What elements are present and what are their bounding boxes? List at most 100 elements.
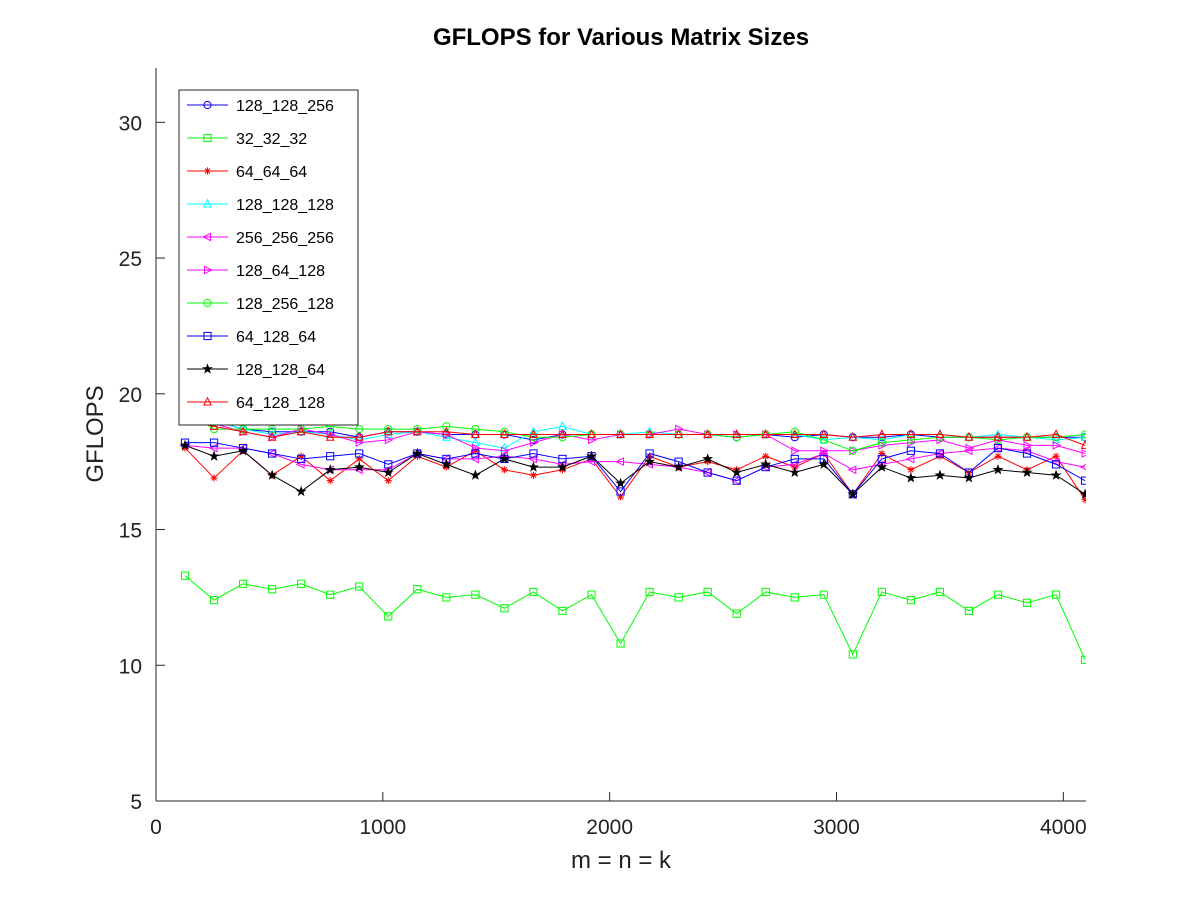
data-point bbox=[210, 474, 218, 482]
data-point bbox=[790, 454, 799, 464]
data-point bbox=[382, 466, 394, 478]
data-point bbox=[703, 429, 713, 438]
data-point bbox=[1051, 429, 1061, 438]
data-point bbox=[558, 429, 567, 438]
data-point bbox=[469, 469, 481, 480]
data-point bbox=[1081, 496, 1086, 504]
data-point bbox=[471, 447, 479, 455]
data-point bbox=[877, 587, 886, 597]
data-point bbox=[529, 429, 538, 438]
x-tick-label: 2000 bbox=[586, 816, 633, 839]
x-tick-label: 1000 bbox=[359, 816, 406, 839]
legend-label: 64_64_64 bbox=[236, 164, 307, 181]
data-point bbox=[1021, 446, 1031, 456]
data-point bbox=[645, 587, 654, 597]
data-point bbox=[1023, 440, 1033, 450]
legend-marker bbox=[203, 100, 212, 110]
chart-title: GFLOPS for Various Matrix Sizes bbox=[433, 24, 809, 51]
legend-marker bbox=[203, 133, 212, 143]
data-point bbox=[674, 429, 684, 438]
data-point bbox=[616, 487, 625, 496]
legend-item: 64_64_64 bbox=[187, 164, 307, 181]
data-point bbox=[935, 587, 945, 597]
legend-marker bbox=[202, 232, 211, 242]
data-point bbox=[674, 593, 683, 602]
ticks: 0 1000 2000 3000 4000 5 10 15 20 25 30 bbox=[119, 112, 1087, 839]
data-point bbox=[964, 431, 974, 441]
data-point bbox=[907, 466, 915, 474]
series-64_64_64 bbox=[181, 444, 1086, 504]
legend-label: 128_256_128 bbox=[236, 296, 334, 313]
series-line bbox=[185, 442, 1086, 496]
data-point bbox=[905, 454, 915, 464]
data-point bbox=[239, 579, 248, 588]
data-point bbox=[1079, 488, 1086, 499]
data-point bbox=[529, 435, 538, 445]
legend-item: 32_32_32 bbox=[187, 131, 307, 148]
data-point bbox=[819, 429, 829, 438]
x-axis-label: m = n = k bbox=[571, 847, 672, 874]
data-point bbox=[586, 450, 597, 461]
data-point bbox=[268, 432, 278, 442]
data-point bbox=[326, 427, 335, 436]
x-tick-label: 4000 bbox=[1040, 816, 1087, 839]
data-point bbox=[963, 472, 975, 483]
legend-label: 128_128_128 bbox=[236, 197, 334, 214]
data-point bbox=[761, 429, 771, 438]
data-point bbox=[615, 477, 626, 488]
data-point bbox=[558, 466, 567, 474]
y-tick-label: 30 bbox=[119, 112, 142, 135]
data-point bbox=[500, 427, 509, 436]
data-point bbox=[500, 466, 509, 474]
data-point bbox=[383, 426, 393, 436]
legend-marker bbox=[204, 265, 213, 275]
legend-item: 128_128_64 bbox=[187, 362, 325, 379]
data-point bbox=[528, 461, 539, 472]
data-point bbox=[1052, 440, 1062, 450]
y-tick-label: 10 bbox=[119, 655, 142, 678]
data-point bbox=[355, 455, 363, 463]
data-point bbox=[762, 452, 770, 460]
data-point bbox=[819, 590, 828, 599]
legend-marker bbox=[203, 298, 212, 308]
data-point bbox=[355, 449, 364, 458]
data-point bbox=[413, 585, 422, 594]
data-point bbox=[935, 429, 945, 438]
series-line bbox=[184, 444, 1086, 482]
legend-marker bbox=[203, 167, 212, 175]
data-point bbox=[471, 424, 480, 434]
data-point bbox=[820, 446, 830, 456]
data-point bbox=[208, 450, 220, 461]
data-point bbox=[384, 477, 392, 485]
data-point bbox=[934, 449, 944, 458]
y-tick-label: 20 bbox=[119, 384, 142, 407]
data-point bbox=[732, 476, 741, 485]
data-point bbox=[440, 458, 452, 469]
data-point bbox=[442, 593, 451, 602]
data-point bbox=[848, 431, 858, 441]
series-line bbox=[184, 444, 1086, 495]
data-point bbox=[906, 435, 915, 445]
data-point bbox=[1080, 476, 1086, 485]
x-tick-label: 3000 bbox=[813, 816, 860, 839]
data-point bbox=[500, 429, 509, 438]
data-point bbox=[412, 426, 422, 436]
data-point bbox=[384, 424, 393, 434]
data-point bbox=[268, 585, 277, 594]
legend-item: 64_128_128 bbox=[187, 395, 325, 412]
data-point bbox=[470, 429, 480, 438]
legend-item: 128_64_128 bbox=[187, 263, 325, 280]
data-point bbox=[616, 429, 625, 438]
data-point bbox=[731, 466, 743, 478]
data-point bbox=[558, 606, 567, 616]
data-point bbox=[731, 476, 741, 486]
data-point bbox=[790, 593, 799, 602]
data-point bbox=[326, 477, 334, 485]
legend-marker bbox=[203, 331, 212, 341]
data-point bbox=[268, 449, 277, 458]
data-point bbox=[1051, 590, 1061, 599]
data-point bbox=[965, 443, 975, 453]
data-point bbox=[498, 453, 510, 464]
data-point bbox=[847, 488, 859, 499]
